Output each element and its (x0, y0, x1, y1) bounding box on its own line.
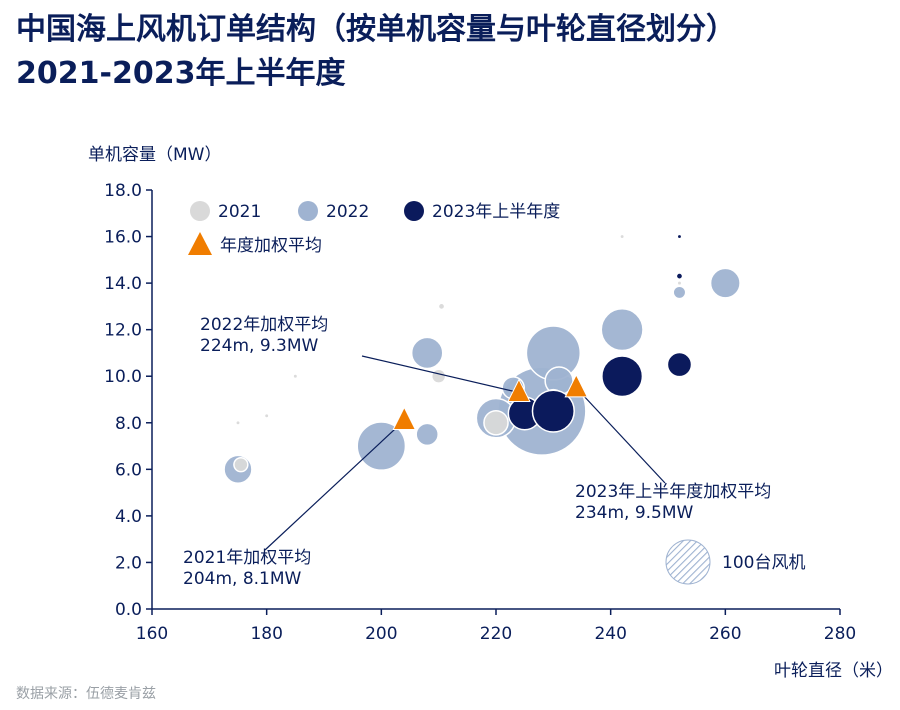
bubble-2022 (410, 336, 444, 370)
bubble-2022 (415, 422, 439, 447)
size-legend-bubble (665, 539, 711, 585)
weighted-average-triangle-2023 (564, 373, 589, 398)
legend-label-2022: 2022 (326, 202, 369, 222)
y-tick-label: 12.0 (104, 321, 142, 341)
x-tick-label: 200 (365, 624, 397, 644)
bubble-2022 (672, 285, 687, 300)
size-legend-label: 100台风机 (722, 553, 805, 573)
y-tick-label: 14.0 (104, 274, 142, 294)
x-axis-label: 叶轮直径（米） (774, 661, 893, 681)
bubble-2022 (600, 308, 644, 352)
bubble-2022 (709, 267, 741, 299)
annotation-value-2023: 234m, 9.5MW (575, 503, 694, 523)
annotation-value-2021: 204m, 8.1MW (183, 569, 302, 589)
legend-marker-2022 (298, 201, 318, 221)
bubble-2023 (601, 355, 644, 398)
x-tick-label: 220 (480, 624, 512, 644)
y-tick-label: 18.0 (104, 181, 142, 201)
chart-title: 中国海上风机订单结构（按单机容量与叶轮直径划分） 2021-2023年上半年度 (16, 8, 736, 96)
bubble-2021 (676, 280, 683, 287)
leader-line-2022 (361, 355, 520, 394)
y-axis-label: 单机容量（MW） (88, 145, 221, 165)
legend-marker-2023 (404, 201, 424, 221)
bubble-2023 (666, 351, 693, 378)
bubble-2023 (676, 233, 683, 240)
y-tick-label: 16.0 (104, 228, 142, 248)
leader-line-2023 (575, 387, 666, 484)
bubble-2021 (483, 409, 509, 436)
x-tick-label: 280 (824, 624, 856, 644)
x-tick-label: 260 (709, 624, 741, 644)
legend-label-avg: 年度加权平均 (220, 236, 322, 256)
chart-title-line2: 2021-2023年上半年度 (16, 56, 346, 91)
bubble-2023 (675, 272, 684, 280)
legend-marker-average (188, 232, 212, 255)
y-tick-label: 6.0 (115, 460, 142, 480)
weighted-average-triangle-2022 (507, 378, 531, 403)
bubble-2021 (437, 302, 446, 311)
source-note: 数据来源：伍德麦肯兹 (16, 686, 156, 702)
annotation-title-2022: 2022年加权平均 (200, 315, 328, 335)
leader-line-2021 (264, 420, 405, 551)
y-tick-label: 10.0 (104, 367, 142, 387)
annotation-title-2021: 2021年加权平均 (183, 548, 311, 568)
x-tick-label: 160 (136, 624, 168, 644)
annotation-title-2023: 2023年上半年度加权平均 (575, 482, 771, 502)
x-tick-label: 180 (250, 624, 282, 644)
y-tick-label: 4.0 (115, 507, 142, 527)
weighted-average-triangle-2021 (392, 406, 417, 430)
legend-label-2021: 2021 (218, 202, 261, 222)
bubble-2021 (292, 373, 299, 380)
y-tick-label: 8.0 (115, 414, 142, 434)
annotation-value-2022: 224m, 9.3MW (200, 336, 319, 356)
x-tick-label: 240 (594, 624, 626, 644)
bubble-2021 (235, 419, 241, 426)
legend-marker-2021 (190, 201, 210, 221)
bubble-2021 (430, 368, 447, 384)
bubble-2023 (531, 389, 575, 433)
legend-label-2023: 2023年上半年度 (432, 202, 560, 222)
bubble-2021 (619, 233, 626, 240)
bubble-2021 (263, 412, 270, 419)
bubble-2021 (233, 456, 249, 473)
chart-title-line1: 中国海上风机订单结构（按单机容量与叶轮直径划分） (16, 12, 736, 47)
bubble-2022 (356, 421, 407, 471)
y-tick-label: 0.0 (115, 600, 142, 620)
y-tick-label: 2.0 (115, 553, 142, 573)
